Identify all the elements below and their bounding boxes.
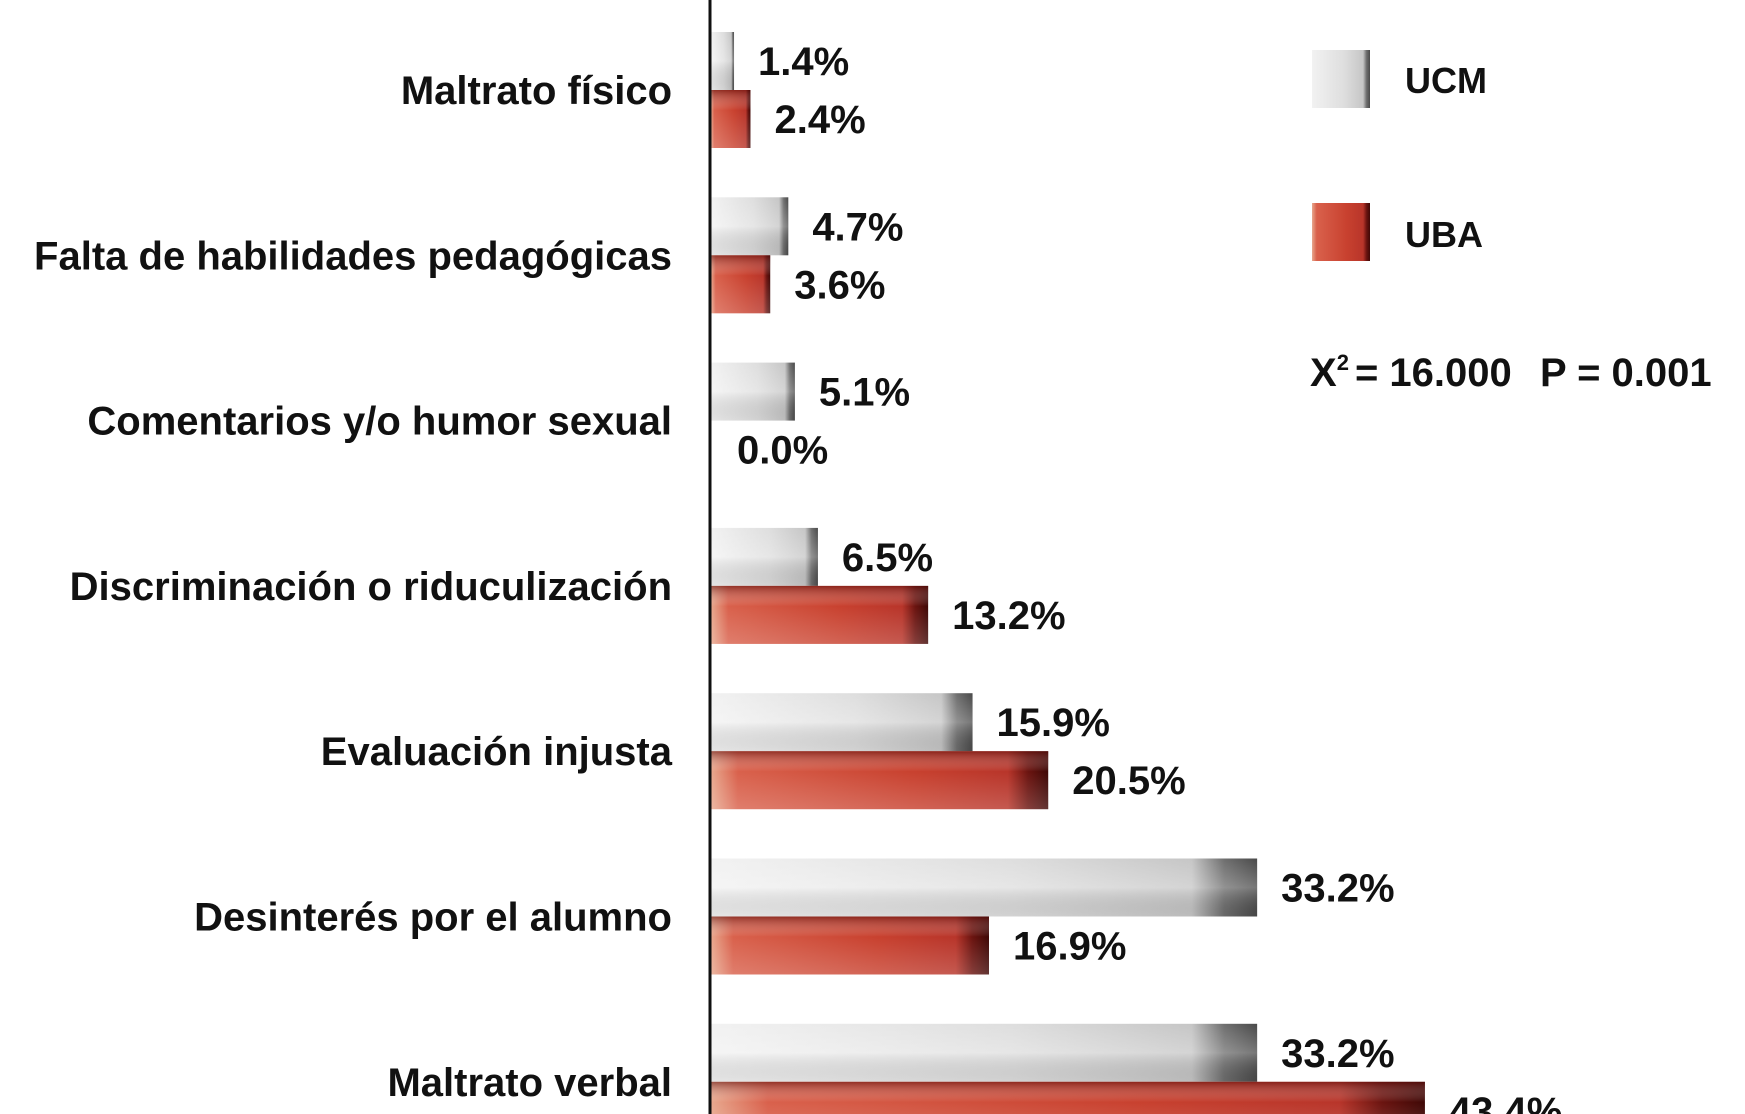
bar-shading-ucm-evaluacion-injusta xyxy=(711,693,973,752)
chi-square-text: X2 = 16.000 xyxy=(1310,350,1512,395)
bar-shading-uba-maltrato-verbal xyxy=(711,1081,1425,1114)
value-label-ucm-falta-de-habilidades-pedagogicas: 4.7% xyxy=(812,205,903,249)
bar-shading-ucm-desinteres-por-el-alumno xyxy=(711,858,1258,917)
value-label-ucm-desinteres-por-el-alumno: 33.2% xyxy=(1281,867,1394,911)
value-label-uba-desinteres-por-el-alumno: 16.9% xyxy=(1013,925,1126,969)
legend-label-uba: UBA xyxy=(1405,214,1483,255)
statistics-annotation: X2 = 16.000 P = 0.001 xyxy=(1310,350,1712,395)
category-label-maltrato-fisico: Maltrato físico xyxy=(401,69,672,113)
category-label-desinteres-por-el-alumno: Desinterés por el alumno xyxy=(194,896,672,940)
chi-value: = 16.000 xyxy=(1355,351,1512,395)
legend-label-ucm: UCM xyxy=(1405,60,1487,101)
bar-shading-ucm-falta-de-habilidades-pedagogicas xyxy=(711,197,789,256)
bar-shading-uba-maltrato-fisico xyxy=(711,90,751,148)
bar-shading-uba-discriminacion-o-riduculizacion xyxy=(711,585,929,644)
bar-shading-ucm-comentarios-y-o-humor-sexual xyxy=(711,362,795,421)
value-label-ucm-maltrato-verbal: 33.2% xyxy=(1281,1032,1394,1076)
value-label-uba-maltrato-verbal: 43.4% xyxy=(1449,1090,1562,1114)
value-label-uba-comentarios-y-o-humor-sexual: 0.0% xyxy=(737,429,828,473)
bar-shading-uba-evaluacion-injusta xyxy=(711,751,1049,810)
value-label-uba-evaluacion-injusta: 20.5% xyxy=(1072,759,1185,803)
bar-shading-ucm-maltrato-fisico xyxy=(711,32,735,90)
value-label-uba-discriminacion-o-riduculizacion: 13.2% xyxy=(952,594,1065,638)
p-value-text: P = 0.001 xyxy=(1540,351,1712,395)
value-label-ucm-evaluacion-injusta: 15.9% xyxy=(997,701,1110,745)
legend-swatch-ucm xyxy=(1312,50,1370,108)
chi-symbol: X xyxy=(1310,351,1337,395)
value-label-uba-maltrato-fisico: 2.4% xyxy=(774,98,865,142)
category-label-evaluacion-injusta: Evaluación injusta xyxy=(321,730,673,774)
legend-swatch-uba xyxy=(1312,203,1370,261)
bar-shading-ucm-discriminacion-o-riduculizacion xyxy=(711,527,818,586)
bar-shading-ucm-maltrato-verbal xyxy=(711,1023,1258,1082)
category-label-maltrato-verbal: Maltrato verbal xyxy=(387,1061,672,1105)
value-label-ucm-discriminacion-o-riduculizacion: 6.5% xyxy=(842,536,933,580)
bar-shading-uba-desinteres-por-el-alumno xyxy=(711,916,990,975)
category-label-falta-de-habilidades-pedagogicas: Falta de habilidades pedagógicas xyxy=(34,234,672,278)
legend: UCM UBA xyxy=(1312,50,1487,261)
chi-exponent: 2 xyxy=(1337,350,1349,375)
value-label-ucm-comentarios-y-o-humor-sexual: 5.1% xyxy=(819,371,910,415)
value-label-ucm-maltrato-fisico: 1.4% xyxy=(758,40,849,84)
category-label-discriminacion-o-riduculizacion: Discriminación o riduculización xyxy=(70,565,672,609)
category-label-comentarios-y-o-humor-sexual: Comentarios y/o humor sexual xyxy=(87,400,672,444)
bar-shading-uba-falta-de-habilidades-pedagogicas xyxy=(711,255,771,314)
value-label-uba-falta-de-habilidades-pedagogicas: 3.6% xyxy=(794,263,885,307)
